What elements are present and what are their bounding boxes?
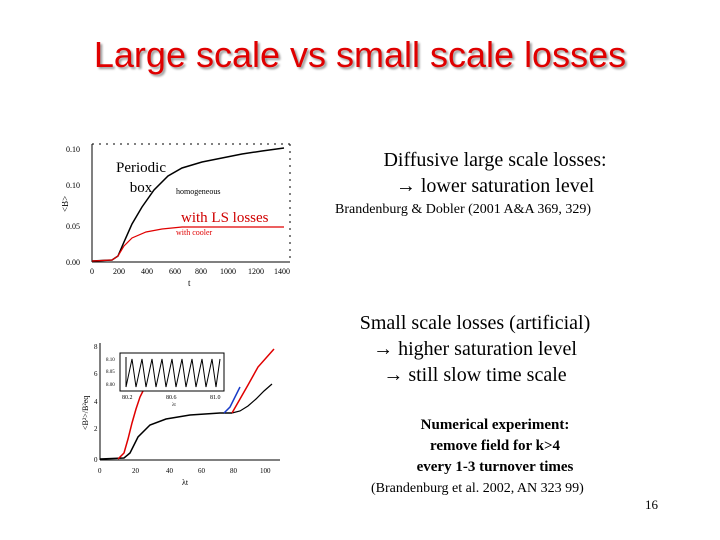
annotation-periodic: Periodic box xyxy=(116,158,166,198)
slide-title: Large scale vs small scale losses xyxy=(93,34,627,75)
small-scale-heading: Small scale losses (artificial) xyxy=(359,312,591,334)
annotation-periodic-line2: box xyxy=(129,180,153,196)
numerical-experiment-block: Numerical experiment: remove field for k… xyxy=(345,415,645,478)
small-scale-result-1-text: higher saturation level xyxy=(398,338,577,360)
diffusive-heading: Diffusive large scale losses: xyxy=(383,149,607,171)
inset-x-tick: 80.6 xyxy=(166,395,177,401)
curve-blue xyxy=(223,386,241,414)
inset-x-tick: 80.2 xyxy=(122,395,133,401)
arrow-right-icon: → xyxy=(395,175,416,197)
curve-losses-late xyxy=(231,348,275,414)
inset-plot: 8.10 8.05 8.00 80.2 80.6 81.0 λt xyxy=(106,352,225,408)
diffusive-result-text: lower saturation level xyxy=(420,175,595,197)
diffusive-result: → lower saturation level xyxy=(330,173,660,199)
y-tick-label: 0.10 xyxy=(66,145,80,154)
small-scale-result-1: → higher saturation level xyxy=(310,336,640,362)
annotation-homogeneous: homogeneous xyxy=(176,187,220,196)
x-tick-label: 200 xyxy=(113,267,125,276)
curve-continued xyxy=(231,383,273,414)
numerical-experiment-heading: Numerical experiment: xyxy=(420,417,570,433)
curve-losses-early xyxy=(117,388,145,460)
inset-y-tick: 8.05 xyxy=(106,370,115,375)
curve-ls-losses xyxy=(91,226,284,262)
inset-sawtooth xyxy=(125,357,221,388)
x-tick-label: 100 xyxy=(260,467,271,475)
y-axis-label: <B> xyxy=(62,196,70,212)
annotation-ls-losses: with LS losses xyxy=(181,210,269,226)
inset-x-tick: 81.0 xyxy=(210,395,221,401)
x-tick-label: 60 xyxy=(198,467,206,475)
numerical-experiment-line2: remove field for k>4 xyxy=(429,438,561,454)
x-axis-label: t xyxy=(188,278,191,288)
inset-x-label: λt xyxy=(172,403,176,408)
x-tick-label: 400 xyxy=(141,267,153,276)
x-tick-label: 600 xyxy=(169,267,181,276)
top-plot: 0.10 0.10 0.05 0.00 <B> 0 200 400 600 80… xyxy=(62,143,291,288)
annotation-periodic-line1: Periodic xyxy=(116,160,166,176)
x-tick-label: 20 xyxy=(132,467,140,475)
page-number: 16 xyxy=(645,497,658,512)
annotation-cooler: with cooler xyxy=(176,228,213,237)
inset-y-tick: 8.00 xyxy=(106,383,115,388)
arrow-right-icon: → xyxy=(383,364,404,386)
bottom-plot: 8 6 4 2 0 <B²>/B²eq 0 20 40 60 80 100 λt… xyxy=(81,343,280,487)
reference-brandenburg: (Brandenburg et al. 2002, AN 323 99) xyxy=(371,481,584,496)
reference-dobler: Brandenburg & Dobler (2001 A&A 369, 329) xyxy=(335,202,591,217)
y-tick-label: 4 xyxy=(94,398,98,406)
x-tick-label: 0 xyxy=(90,267,94,276)
y-tick-label: 0.00 xyxy=(66,258,80,267)
arrow-right-icon: → xyxy=(373,338,394,360)
y-axis-label: <B²>/B²eq xyxy=(81,396,90,430)
x-tick-label: 1400 xyxy=(274,267,290,276)
x-tick-label: 80 xyxy=(230,467,238,475)
y-tick-label: 6 xyxy=(94,370,98,378)
x-tick-label: 0 xyxy=(98,467,102,475)
diffusive-block: Diffusive large scale losses: → lower sa… xyxy=(330,147,660,199)
small-scale-result-2-text: still slow time scale xyxy=(408,364,567,386)
x-tick-label: 1000 xyxy=(220,267,236,276)
y-tick-label: 8 xyxy=(94,343,98,351)
x-tick-label: 1200 xyxy=(248,267,264,276)
inset-y-tick: 8.10 xyxy=(106,358,115,363)
x-tick-label: 800 xyxy=(195,267,207,276)
numerical-experiment-line3: every 1-3 turnover times xyxy=(416,459,574,475)
small-scale-block: Small scale losses (artificial) → higher… xyxy=(310,310,640,388)
y-tick-label: 0.05 xyxy=(66,222,80,231)
y-tick-label: 0.10 xyxy=(66,181,80,190)
x-tick-label: 40 xyxy=(166,467,174,475)
curve-reference xyxy=(99,412,232,460)
small-scale-result-2: → still slow time scale xyxy=(310,362,640,388)
y-tick-label: 2 xyxy=(94,425,98,433)
x-axis-label: λt xyxy=(182,478,189,487)
y-tick-label: 0 xyxy=(94,456,98,464)
